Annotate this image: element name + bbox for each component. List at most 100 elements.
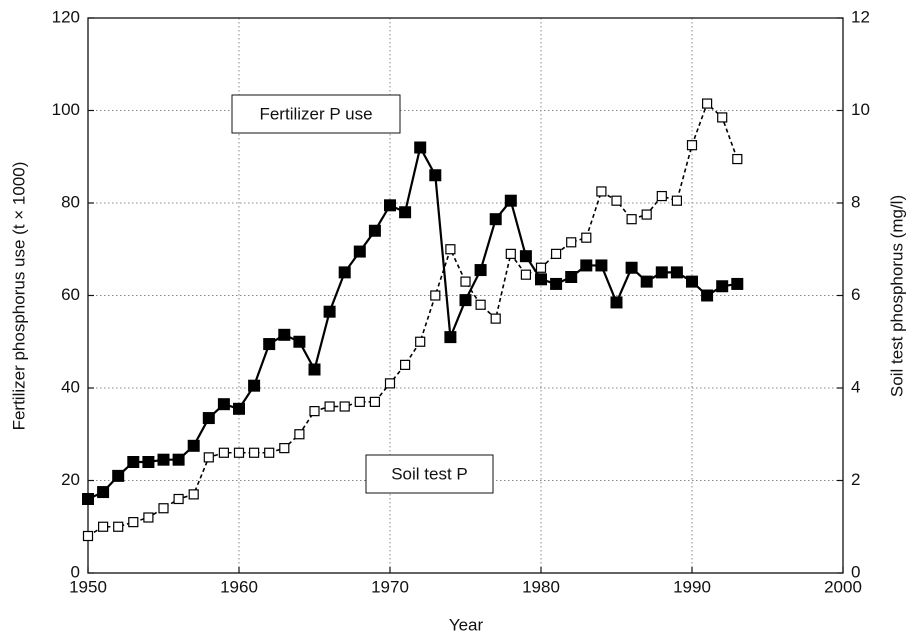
marker	[308, 363, 321, 376]
marker	[686, 275, 698, 288]
y-tick-label: 0	[71, 562, 80, 581]
series-label-box	[231, 94, 401, 134]
marker	[203, 452, 214, 463]
marker	[294, 429, 305, 440]
marker	[701, 289, 714, 302]
marker	[580, 259, 593, 272]
x-tick-label: 1960	[220, 577, 258, 596]
marker	[354, 396, 365, 407]
marker	[218, 447, 229, 458]
marker	[625, 261, 638, 274]
marker	[535, 273, 547, 286]
marker	[369, 396, 380, 407]
y-axis-label: Fertilizer phosphorus use (t × 1000)	[9, 162, 28, 431]
marker	[97, 486, 110, 499]
marker	[550, 248, 562, 259]
marker	[142, 456, 155, 468]
x-tick-label: 1990	[673, 577, 711, 596]
marker	[610, 296, 623, 309]
marker	[233, 402, 245, 415]
marker	[384, 199, 396, 212]
y-tick-label: 20	[61, 470, 80, 489]
x-axis-label: Year	[449, 615, 484, 634]
marker	[414, 141, 427, 154]
marker	[490, 313, 501, 324]
marker	[596, 186, 607, 197]
marker	[520, 269, 532, 280]
marker	[353, 245, 366, 258]
marker	[323, 305, 336, 318]
marker	[172, 453, 185, 466]
marker	[641, 209, 652, 220]
y-tick-label: 100	[52, 100, 80, 119]
marker	[445, 244, 456, 255]
x-tick-label: 2000	[824, 577, 862, 596]
marker	[263, 338, 276, 351]
series-line	[87, 144, 738, 500]
marker	[400, 359, 411, 370]
marker	[202, 412, 215, 425]
marker	[519, 250, 532, 263]
marker	[187, 439, 200, 452]
marker	[143, 512, 154, 523]
y2-axis-label: Soil test phosphorus (mg/l)	[887, 195, 906, 397]
marker	[504, 194, 517, 207]
marker	[309, 406, 320, 417]
marker	[368, 224, 381, 237]
marker	[489, 213, 502, 226]
marker	[626, 214, 637, 225]
y2-tick-label: 0	[851, 562, 860, 581]
marker	[264, 447, 275, 458]
marker	[595, 259, 608, 272]
marker	[655, 266, 668, 279]
marker	[113, 521, 124, 532]
marker	[384, 378, 396, 389]
marker	[82, 493, 94, 505]
marker	[459, 294, 472, 307]
x-tick-label: 1970	[371, 577, 409, 596]
marker	[415, 336, 426, 347]
x-tick-label: 1980	[522, 577, 560, 596]
marker	[701, 98, 713, 109]
series-label: Soil test P	[391, 464, 468, 483]
marker	[430, 290, 441, 301]
marker	[731, 277, 744, 290]
marker	[112, 469, 125, 482]
marker	[566, 237, 577, 248]
marker	[460, 276, 471, 287]
y-tick-label: 80	[61, 192, 80, 211]
x-tick-label: 1950	[69, 577, 107, 596]
marker	[293, 335, 306, 348]
marker	[338, 266, 351, 279]
marker	[217, 398, 230, 411]
marker	[581, 232, 592, 243]
marker	[339, 401, 350, 412]
y2-tick-label: 4	[851, 377, 860, 396]
marker	[717, 112, 728, 123]
marker	[128, 517, 139, 528]
marker	[565, 271, 578, 283]
y2-tick-label: 2	[851, 470, 860, 489]
marker	[429, 169, 442, 182]
y2-tick-label: 10	[851, 100, 870, 119]
marker	[278, 328, 291, 341]
series-label: Fertilizer P use	[259, 104, 372, 123]
marker	[444, 331, 457, 344]
marker	[248, 379, 261, 392]
marker	[127, 456, 140, 468]
y2-tick-label: 6	[851, 285, 860, 304]
marker	[188, 489, 199, 500]
marker	[279, 443, 290, 454]
marker	[173, 493, 184, 505]
marker	[157, 453, 170, 466]
marker	[249, 447, 260, 458]
marker	[670, 266, 683, 279]
marker	[82, 530, 94, 542]
marker	[535, 262, 547, 273]
marker	[550, 277, 563, 290]
y-tick-label: 60	[61, 285, 80, 304]
marker	[716, 280, 729, 293]
marker	[475, 299, 486, 310]
y-tick-label: 40	[61, 377, 80, 396]
